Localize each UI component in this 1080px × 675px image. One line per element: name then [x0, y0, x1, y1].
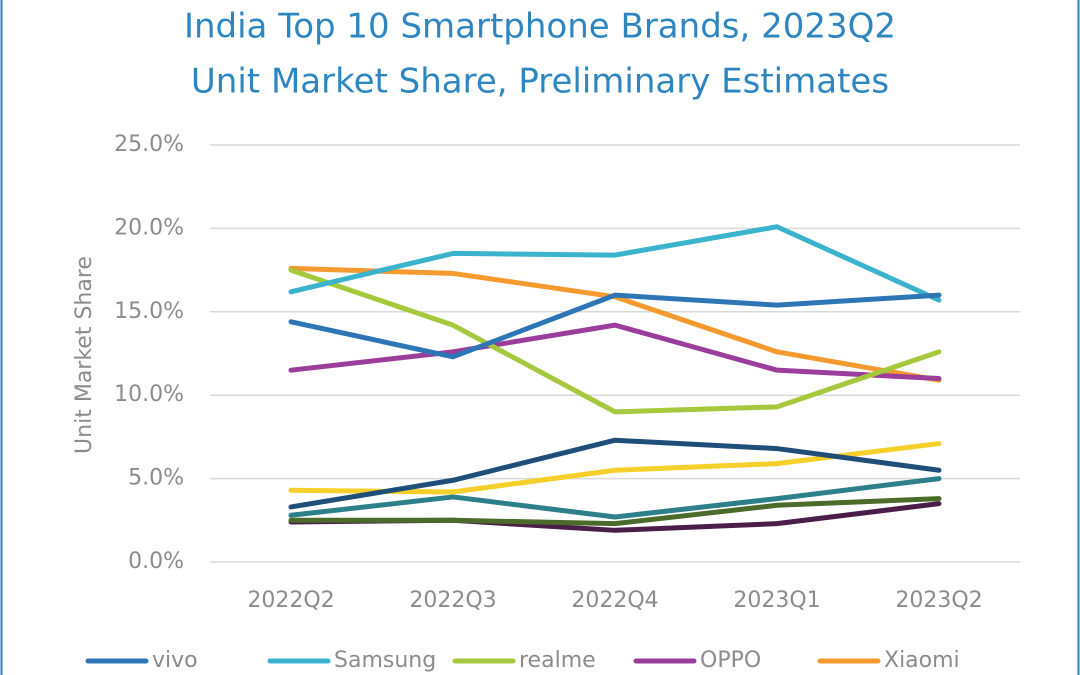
series-line — [288, 292, 942, 360]
chart-title: India Top 10 Smartphone Brands, 2023Q2 — [184, 7, 896, 47]
series-line — [288, 476, 942, 520]
chart-subtitle: Unit Market Share, Preliminary Estimates — [191, 62, 889, 102]
series-line — [288, 267, 942, 415]
y-tick-label: 10.0% — [114, 382, 184, 407]
x-tick-label: 2022Q3 — [409, 588, 496, 613]
x-tick-label: 2022Q2 — [247, 588, 334, 613]
y-tick-label: 5.0% — [128, 466, 184, 491]
legend-label: Xiaomi — [884, 648, 960, 673]
series-line — [288, 437, 942, 510]
y-tick-label: 0.0% — [128, 549, 184, 574]
legend-label: realme — [519, 648, 596, 673]
y-tick-label: 15.0% — [114, 299, 184, 324]
series-line — [288, 224, 942, 303]
x-tick-label: 2023Q2 — [895, 588, 982, 613]
x-tick-label: 2022Q4 — [571, 588, 658, 613]
legend-label: vivo — [152, 648, 198, 673]
y-tick-label: 20.0% — [114, 215, 184, 240]
series-line — [288, 322, 942, 382]
series-line — [288, 496, 942, 527]
legend-label: Samsung — [334, 648, 436, 673]
y-tick-label: 25.0% — [114, 132, 184, 157]
legend-label: OPPO — [700, 648, 761, 673]
x-tick-label: 2023Q1 — [733, 588, 820, 613]
y-axis-label: Unit Market Share — [72, 256, 97, 454]
series-line — [288, 441, 942, 495]
